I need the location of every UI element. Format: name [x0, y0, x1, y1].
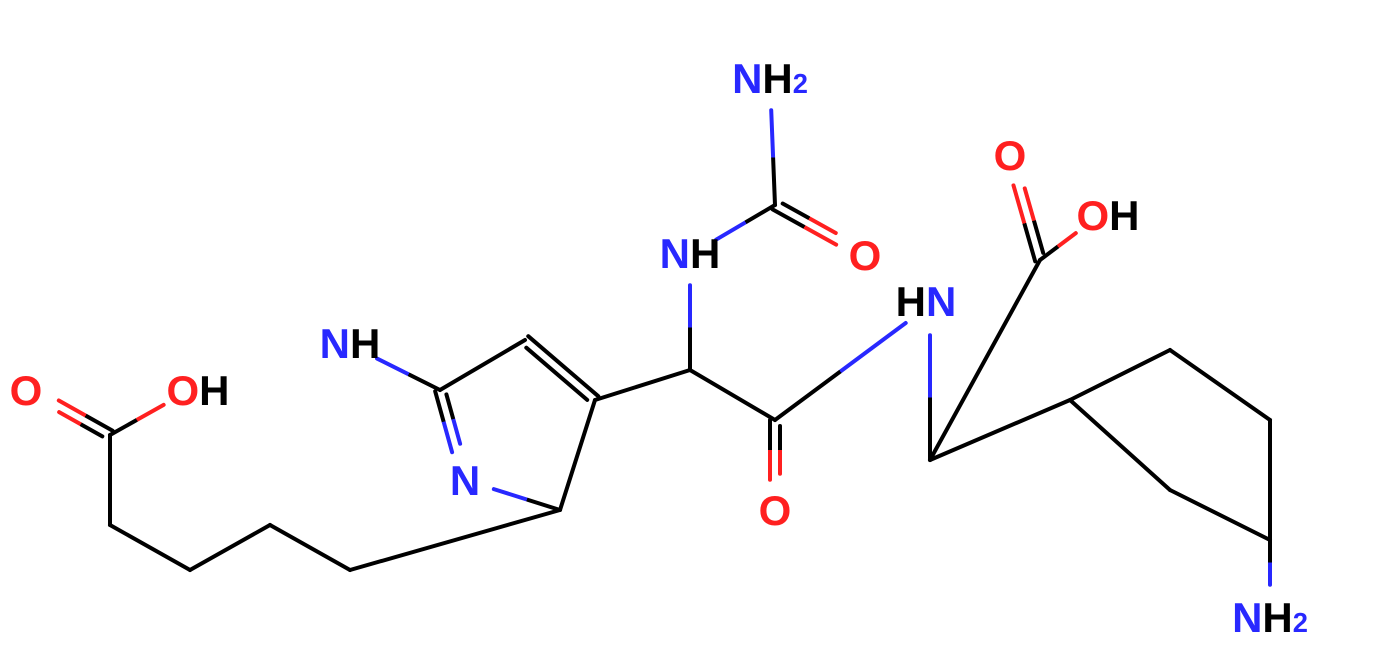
- atom-label: N: [450, 457, 480, 504]
- atom-label: OH: [1076, 192, 1139, 239]
- atom-label: HN: [896, 278, 957, 325]
- atom-label: NH2: [732, 55, 808, 102]
- molecule-diagram: O OH NH N NH NH2 O O HN O OH NH2: [0, 0, 1385, 656]
- atom-label: NH2: [1232, 594, 1308, 641]
- atom-label: O: [849, 232, 882, 279]
- atom-label: OH: [166, 367, 229, 414]
- atom-label: O: [759, 487, 792, 534]
- atom-label: O: [994, 132, 1027, 179]
- atom-label: NH: [320, 320, 381, 367]
- atom-label: NH: [660, 230, 721, 277]
- atom-label: O: [10, 367, 43, 414]
